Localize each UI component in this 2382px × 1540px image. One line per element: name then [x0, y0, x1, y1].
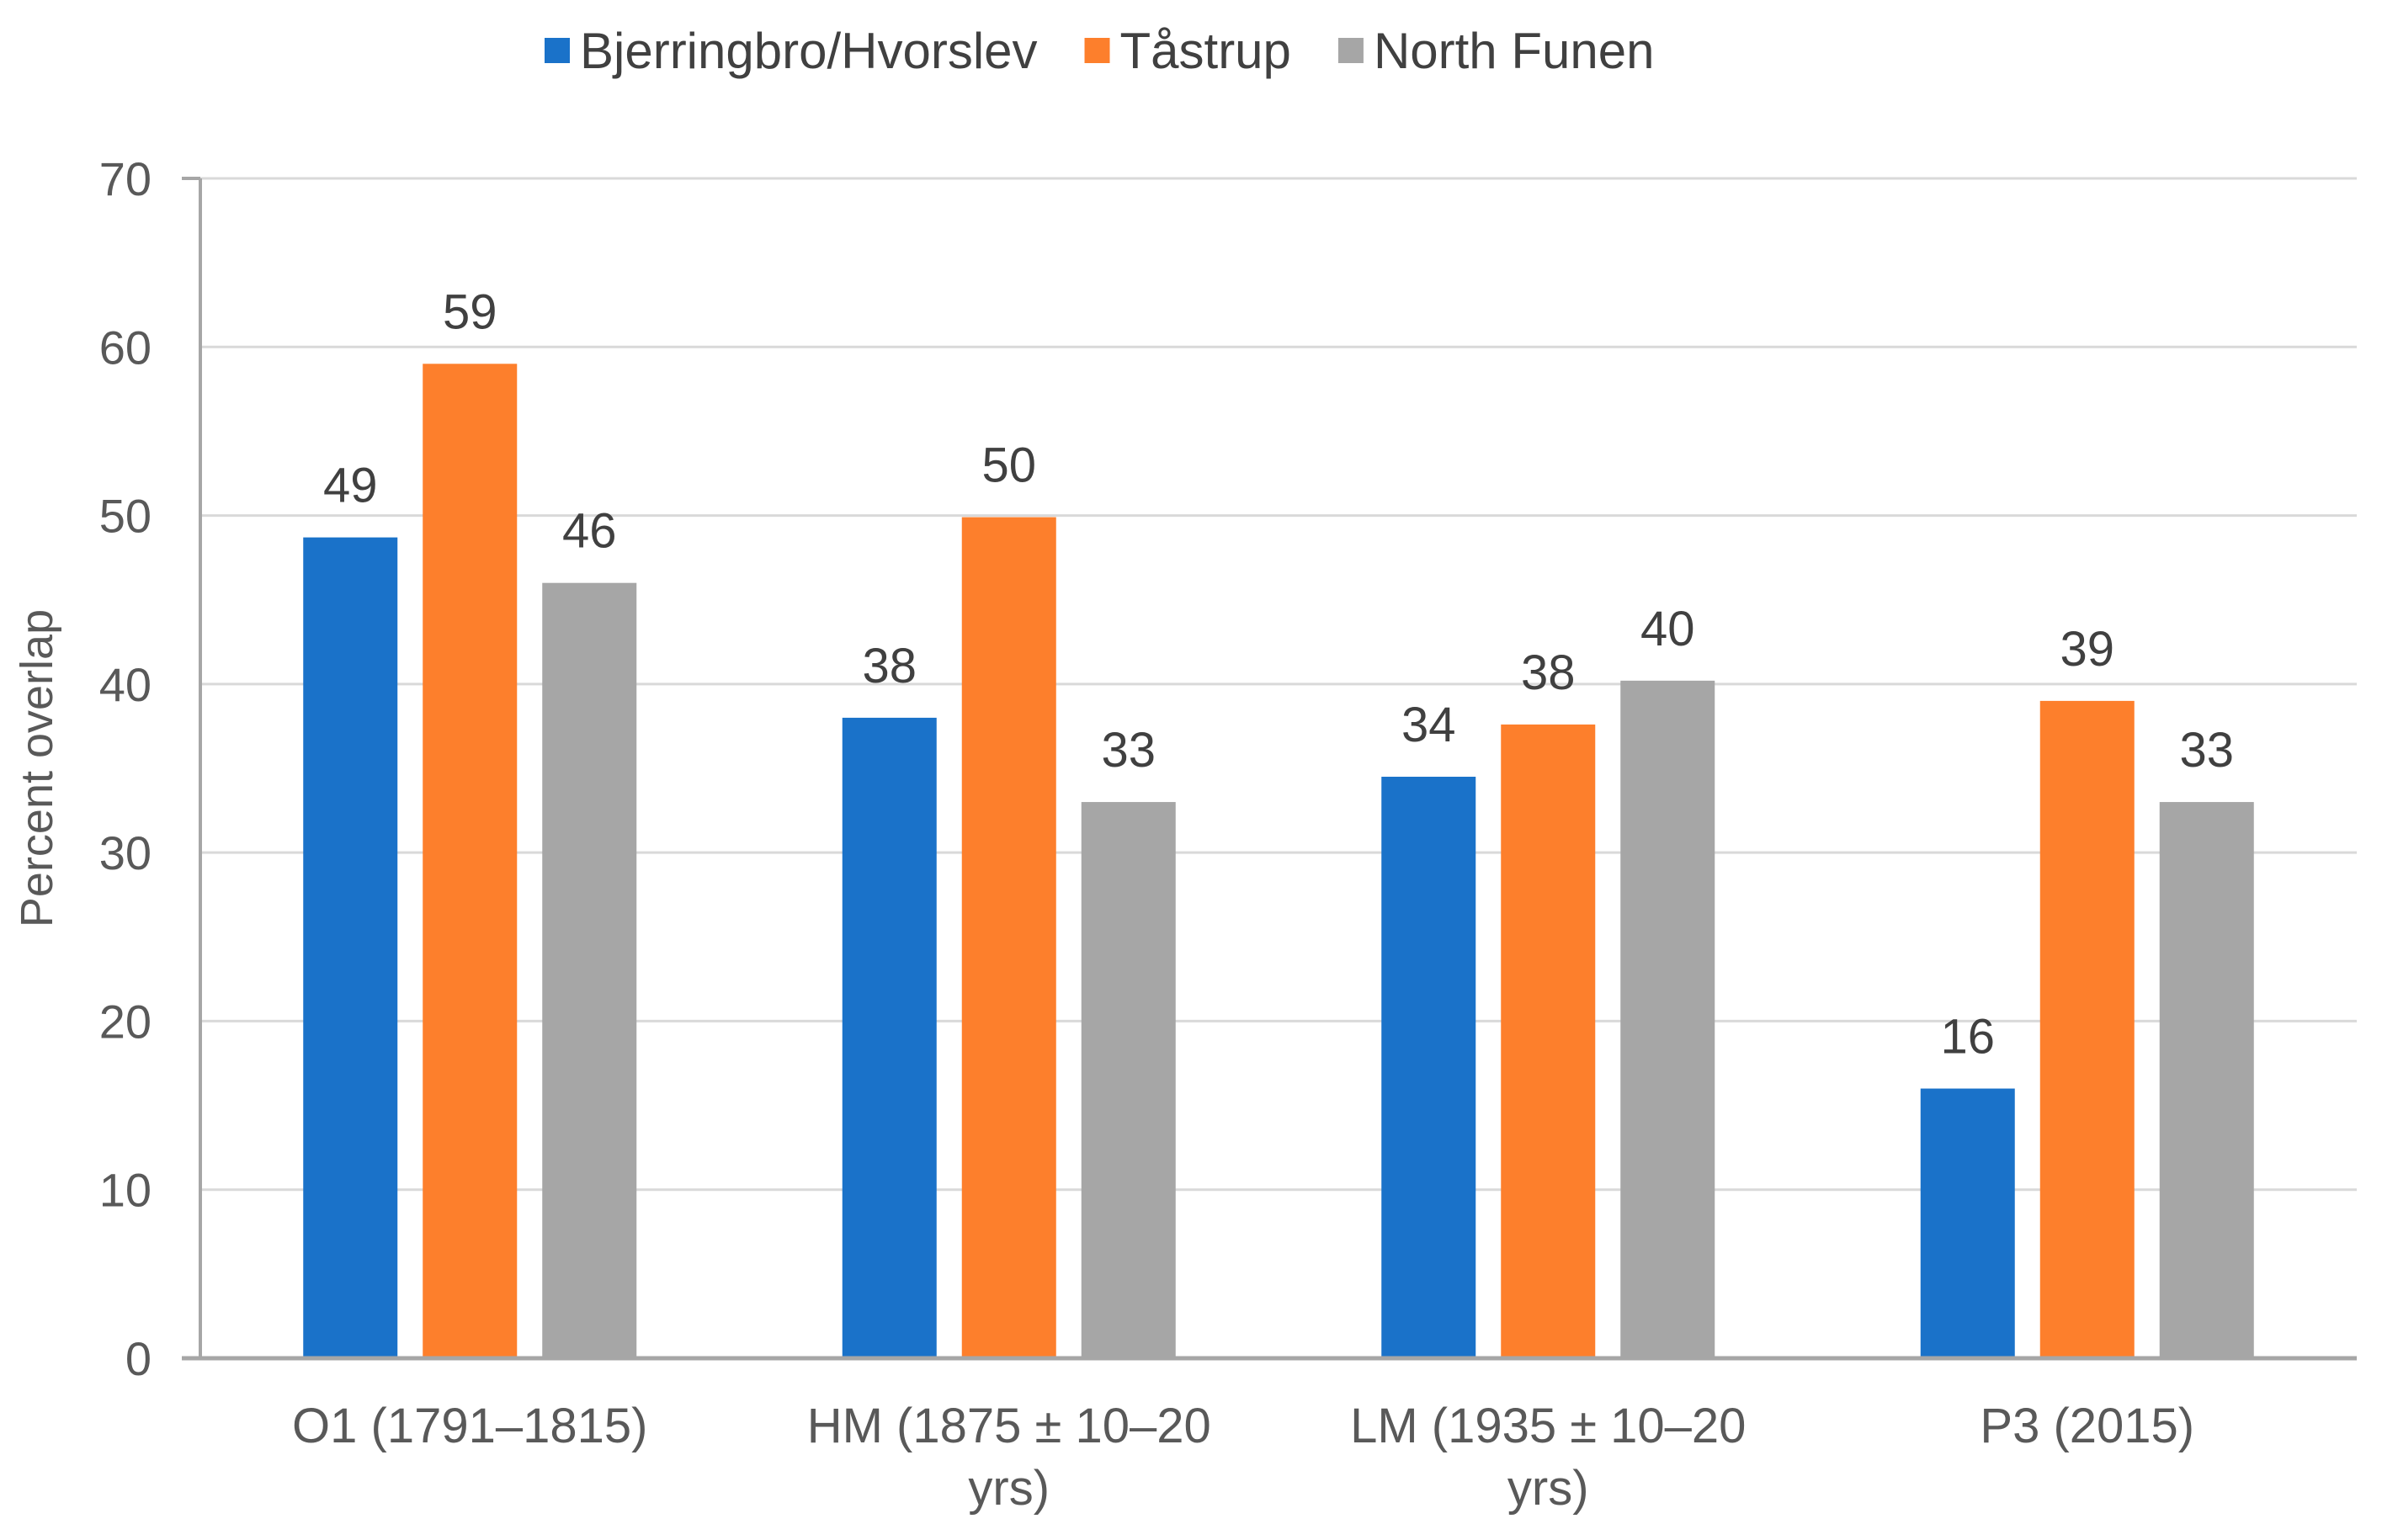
- bar-t-strup: [1501, 724, 1596, 1358]
- bar-north-funen: [2159, 802, 2254, 1358]
- y-tick-label: 40: [99, 658, 152, 711]
- x-category-label: yrs): [1507, 1461, 1589, 1516]
- data-label: 38: [862, 639, 917, 693]
- axes: [182, 177, 2357, 1361]
- data-label: 38: [1521, 645, 1576, 700]
- bar-t-strup: [2039, 700, 2135, 1358]
- legend: Bjerringbro/Hvorslev Tåstrup North Funen: [545, 23, 1654, 79]
- x-category-label: O1 (1791–1815): [292, 1399, 647, 1453]
- bar-north-funen: [1620, 680, 1715, 1358]
- y-tick-label: 0: [125, 1332, 152, 1385]
- gridlines: [200, 177, 2357, 1192]
- x-category-label: yrs): [968, 1461, 1050, 1516]
- bar-bjerringbro-hvorslev: [1920, 1088, 2015, 1358]
- data-label: 40: [1640, 602, 1695, 656]
- bar-t-strup: [423, 364, 518, 1358]
- bar-north-funen: [1081, 802, 1176, 1358]
- legend-swatch: [545, 38, 570, 63]
- data-label: 50: [981, 438, 1036, 493]
- bar-bjerringbro-hvorslev: [842, 717, 937, 1358]
- y-tick-label: 50: [99, 490, 152, 543]
- bars: [303, 364, 2254, 1358]
- legend-swatch: [1337, 38, 1364, 63]
- data-label: 39: [2060, 622, 2114, 677]
- data-label: 16: [1940, 1010, 1995, 1065]
- data-label: 34: [1401, 698, 1456, 752]
- data-label: 33: [1101, 723, 1156, 778]
- x-category-label: LM (1935 ± 10–20: [1350, 1399, 1746, 1453]
- y-axis-title: Percent overlap: [12, 609, 62, 927]
- y-tick-label: 10: [99, 1164, 152, 1217]
- data-label: 59: [443, 284, 497, 339]
- legend-label: Bjerringbro/Hvorslev: [580, 23, 1038, 79]
- legend-swatch: [1084, 38, 1110, 63]
- y-tick-label: 60: [99, 321, 152, 374]
- y-tick-label: 20: [99, 995, 152, 1048]
- bar-bjerringbro-hvorslev: [303, 537, 398, 1358]
- y-tick-label: 70: [99, 152, 152, 205]
- y-tick-labels: 0 10 20 30 40 50 60 70: [99, 152, 152, 1385]
- data-label: 33: [2179, 723, 2234, 778]
- legend-label: Tåstrup: [1120, 23, 1291, 79]
- bar-north-funen: [542, 582, 637, 1358]
- data-label: 46: [562, 504, 617, 559]
- legend-label: North Funen: [1374, 23, 1655, 79]
- y-tick-label: 30: [99, 826, 152, 879]
- x-category-label: HM (1875 ± 10–20: [807, 1399, 1211, 1453]
- x-category-label: P3 (2015): [1980, 1399, 2194, 1453]
- bar-t-strup: [961, 517, 1056, 1358]
- bar-bjerringbro-hvorslev: [1381, 777, 1476, 1358]
- data-labels: 49 59 46 38 50 33 34 38 40 16 39 33: [323, 284, 2234, 1064]
- x-category-labels: O1 (1791–1815) HM (1875 ± 10–20 yrs) LM (19…: [292, 1399, 2194, 1516]
- data-label: 49: [323, 459, 378, 513]
